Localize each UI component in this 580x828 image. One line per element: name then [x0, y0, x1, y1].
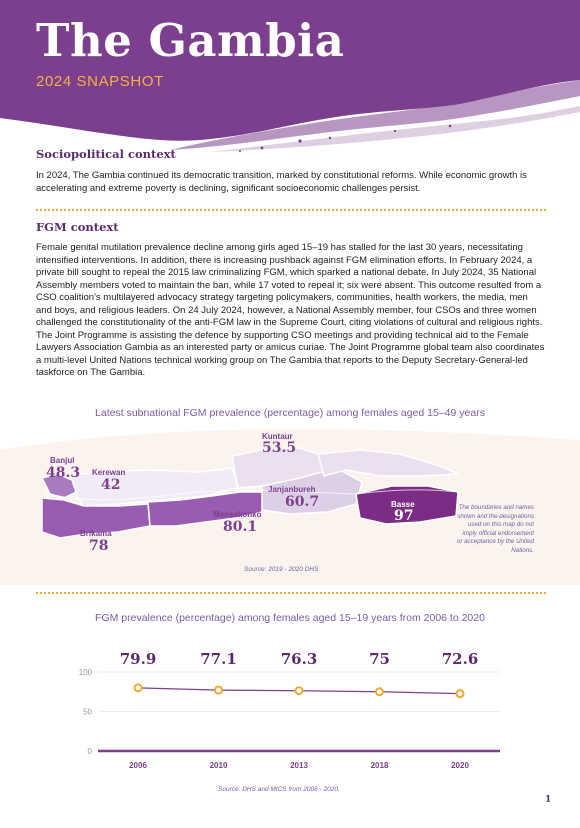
data-point: [455, 689, 465, 699]
region-value-banjul: 48.3: [46, 465, 81, 481]
region-value-kuntaur: 53.5: [262, 440, 297, 456]
y-tick-label: 0: [88, 747, 93, 756]
sociopolitical-heading: Sociopolitical context: [36, 147, 176, 161]
data-value-label: 72.6: [442, 650, 479, 668]
region-value-basse: 97: [394, 508, 414, 524]
page-header: The Gambia 2024 SNAPSHOT: [0, 0, 580, 165]
section-divider: [36, 209, 546, 211]
data-value-label: 77.1: [200, 650, 237, 668]
page-number: 1: [545, 795, 552, 805]
line-chart-title: FGM prevalence (percentage) among female…: [95, 612, 485, 624]
header-background: [0, 0, 580, 152]
gambia-map: [0, 429, 580, 585]
line-chart-svg: 0 50 100 79.9 2006 77.1 2010 76.3 2013 75 2018 72.6…: [79, 650, 500, 770]
x-tick-label: 2020: [451, 761, 469, 770]
region-kerewan-shape: [56, 467, 239, 507]
data-point: [133, 683, 143, 693]
region-label-janjanbureh: Janjanbureh: [268, 485, 316, 494]
data-point: [294, 686, 304, 696]
x-tick-label: 2018: [371, 761, 389, 770]
region-value-kerewan: 42: [101, 477, 121, 493]
sociopolitical-text: In 2024, The Gambia continued its democr…: [36, 170, 527, 194]
fgm-heading: FGM context: [36, 220, 119, 234]
region-label-banjul: Banjul: [50, 456, 75, 465]
section-divider-2: [36, 592, 546, 594]
page-subtitle: 2024 SNAPSHOT: [36, 73, 164, 90]
map-area: Banjul 48.3 Kerewan 42 Brikama 78 Mansak…: [0, 420, 580, 585]
region-value-brikama: 78: [89, 538, 109, 554]
data-value-label: 79.9: [120, 650, 157, 668]
region-basse-shape: [355, 485, 459, 525]
y-tick-label: 100: [79, 668, 93, 677]
region-north-east-shape: [317, 449, 459, 477]
region-value-mansakonko: 80.1: [223, 519, 258, 535]
x-tick-label: 2010: [210, 761, 228, 770]
fgm-text: Female genital mutilation prevalence dec…: [36, 242, 545, 378]
data-point: [214, 685, 223, 695]
region-label-kuntaur: Kuntaur: [262, 432, 293, 441]
y-tick-label: 50: [83, 708, 92, 717]
data-value-label: 76.3: [281, 650, 318, 668]
region-label-mansakonko: Mansakonko: [213, 510, 262, 519]
region-label-brikama: Brikama: [80, 529, 112, 538]
map-source: Source: 2019 - 2020 DHS: [244, 566, 319, 573]
data-point: [375, 687, 384, 697]
region-janjanbureh-shape: [261, 467, 363, 515]
line-chart-source: Source: DHS and MICS from 2006 - 2020.: [218, 786, 340, 793]
data-value-label: 75: [369, 650, 390, 668]
region-mansakonko-shape: [147, 491, 263, 527]
page-title: The Gambia: [36, 14, 345, 67]
region-label-basse: Basse: [391, 500, 415, 509]
region-value-janjanbureh: 60.7: [285, 494, 320, 510]
x-tick-label: 2013: [290, 761, 308, 770]
line-chart: 0 50 100 79.9 2006 77.1 2010 76.3 2013 75 2018 72.6…: [0, 640, 580, 780]
map-title: Latest subnational FGM prevalence (perce…: [95, 407, 485, 419]
x-tick-label: 2006: [129, 761, 147, 770]
region-label-kerewan: Kerewan: [92, 468, 126, 477]
map-disclaimer: The boundaries and names shown and the d…: [456, 504, 534, 554]
